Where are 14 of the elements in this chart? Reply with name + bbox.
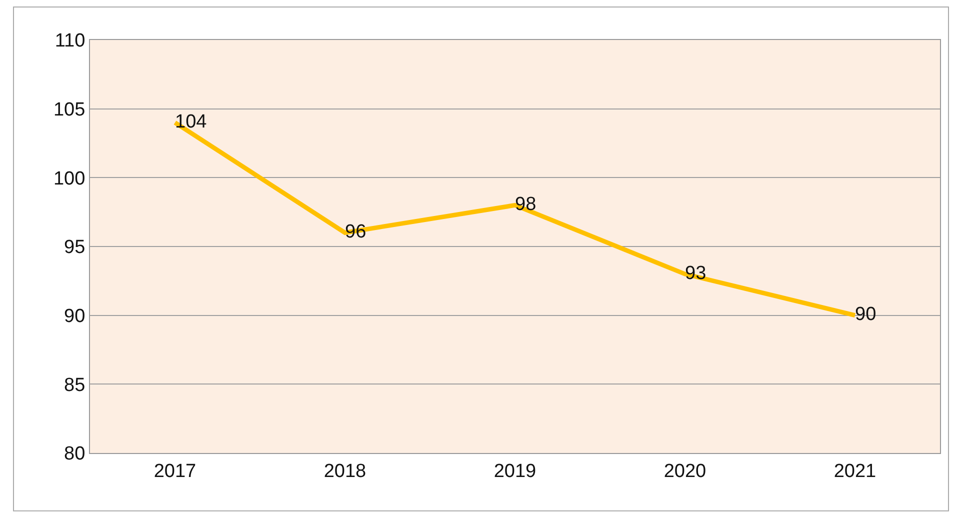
x-tick-label: 2021 [834, 460, 876, 482]
y-tick-label: 110 [54, 30, 86, 52]
x-tick-label: 2017 [154, 460, 196, 482]
y-tick-label: 105 [53, 99, 86, 120]
x-tick-label: 2018 [324, 460, 366, 482]
data-label: 104 [175, 111, 208, 132]
data-label: 90 [855, 304, 876, 326]
y-tick-label: 90 [64, 306, 86, 327]
y-tick-label: 80 [64, 444, 86, 465]
y-tick-label: 85 [64, 374, 86, 396]
y-tick-label: 95 [64, 237, 86, 258]
x-tick-label: 2019 [494, 460, 536, 482]
y-tick-label: 100 [53, 168, 86, 190]
x-tick-label: 2020 [664, 460, 706, 482]
